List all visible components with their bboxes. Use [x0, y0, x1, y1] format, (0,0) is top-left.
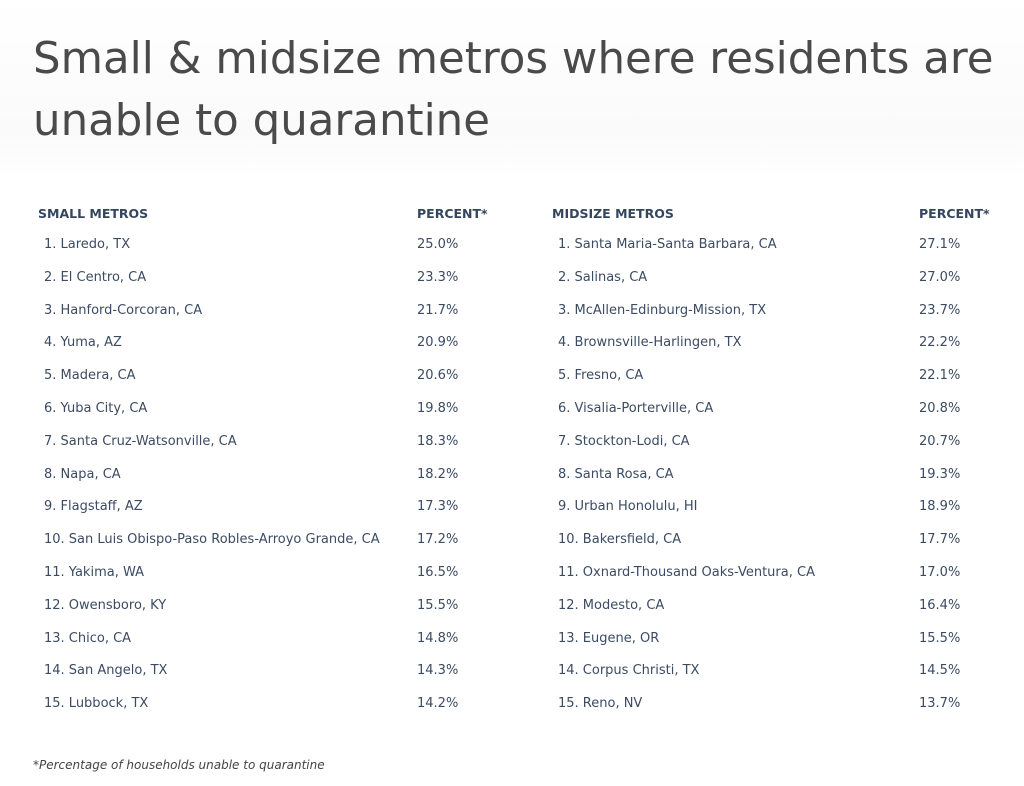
metro-name-cell: 8. Santa Rosa, CA — [558, 466, 674, 482]
metro-name-cell: 9. Urban Honolulu, HI — [558, 499, 698, 515]
percent-cell: 14.3% — [417, 663, 459, 679]
percent-cell: 13.7% — [919, 696, 961, 712]
percent-cell: 14.8% — [417, 630, 459, 646]
percent-cell: 23.7% — [919, 302, 961, 318]
percent-cell: 14.5% — [919, 663, 961, 679]
percent-cell: 16.5% — [417, 564, 459, 580]
percent-cell: 20.9% — [417, 335, 459, 351]
percent-cell: 22.2% — [919, 335, 961, 351]
percent-cell: 18.2% — [417, 466, 459, 482]
percent-cell: 15.5% — [417, 597, 459, 613]
metro-name-cell: 4. Yuma, AZ — [44, 335, 122, 351]
metro-name-cell: 11. Yakima, WA — [44, 564, 144, 580]
metro-name-cell: 6. Yuba City, CA — [44, 400, 148, 416]
percent-cell: 27.1% — [919, 237, 961, 252]
percent-cell: 15.5% — [919, 630, 961, 646]
percent-cell: 14.2% — [417, 696, 459, 712]
percent-cell: 19.3% — [919, 466, 961, 482]
metro-name-cell: 7. Stockton-Lodi, CA — [558, 433, 690, 449]
metro-name-cell: 3. McAllen-Edinburg-Mission, TX — [558, 302, 767, 318]
metro-name-cell: 1. Laredo, TX — [44, 237, 131, 252]
percent-cell: 17.7% — [919, 532, 961, 548]
midsize-metros-column-header: MIDSIZE METROS — [552, 206, 674, 221]
percent-cell: 20.8% — [919, 400, 961, 416]
page-title: Small & midsize metros where residents a… — [33, 34, 994, 146]
metro-name-cell: 5. Madera, CA — [44, 368, 136, 384]
metro-name-cell: 5. Fresno, CA — [558, 368, 644, 384]
metro-name-cell: 13. Chico, CA — [44, 630, 132, 646]
footnote: *Percentage of households unable to quar… — [33, 758, 325, 772]
metro-name-cell: 1. Santa Maria-Santa Barbara, CA — [558, 237, 777, 252]
metro-name-cell: 15. Lubbock, TX — [44, 696, 149, 712]
midsize-percent-column-header: PERCENT* — [919, 206, 990, 221]
percent-cell: 19.8% — [417, 400, 459, 416]
metro-name-cell: 14. San Angelo, TX — [44, 663, 168, 679]
metro-name-cell: 14. Corpus Christi, TX — [558, 663, 700, 679]
small-percent-column-header: PERCENT* — [417, 206, 488, 221]
percent-cell: 17.0% — [919, 564, 961, 580]
percent-cell: 21.7% — [417, 302, 459, 318]
metro-name-cell: 11. Oxnard-Thousand Oaks-Ventura, CA — [558, 564, 815, 580]
percent-cell: 25.0% — [417, 237, 459, 252]
percent-cell: 18.3% — [417, 433, 459, 449]
metro-name-cell: 12. Modesto, CA — [558, 597, 665, 613]
percent-cell: 27.0% — [919, 269, 961, 285]
metro-name-cell: 9. Flagstaff, AZ — [44, 499, 143, 515]
metro-name-cell: 12. Owensboro, KY — [44, 597, 167, 613]
percent-cell: 23.3% — [417, 269, 459, 285]
metro-name-cell: 10. Bakersfield, CA — [558, 532, 682, 548]
percent-cell: 20.7% — [919, 433, 961, 449]
metro-name-cell: 8. Napa, CA — [44, 466, 121, 482]
metro-name-cell: 4. Brownsville-Harlingen, TX — [558, 335, 742, 351]
metro-name-cell: 13. Eugene, OR — [558, 630, 660, 646]
small-metros-column-header: SMALL METROS — [38, 206, 149, 221]
title-band — [0, 0, 1024, 178]
percent-cell: 16.4% — [919, 597, 961, 613]
metro-name-cell: 6. Visalia-Porterville, CA — [558, 400, 714, 416]
metro-name-cell: 15. Reno, NV — [558, 696, 643, 712]
percent-cell: 20.6% — [417, 368, 459, 384]
metro-name-cell: 2. Salinas, CA — [558, 269, 648, 285]
percent-cell: 17.3% — [417, 499, 459, 515]
percent-cell: 17.2% — [417, 532, 459, 548]
metro-name-cell: 10. San Luis Obispo-Paso Robles-Arroyo G… — [44, 532, 380, 548]
percent-cell: 18.9% — [919, 499, 961, 515]
metro-name-cell: 2. El Centro, CA — [44, 269, 147, 285]
metro-name-cell: 3. Hanford-Corcoran, CA — [44, 302, 203, 318]
percent-cell: 22.1% — [919, 368, 961, 384]
metro-name-cell: 7. Santa Cruz-Watsonville, CA — [44, 433, 237, 449]
